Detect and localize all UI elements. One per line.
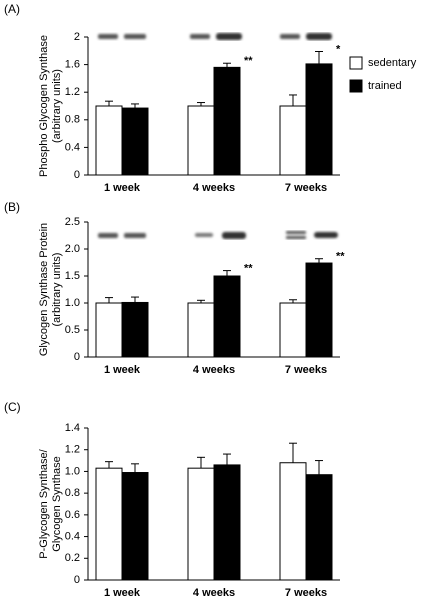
y-tick-label: 0: [74, 351, 80, 363]
x-tick-label: 7 weeks: [285, 587, 327, 599]
bar: [213, 66, 241, 176]
y-axis-label: Phospho Glycogen Synthase: [38, 35, 50, 177]
panel-label: (B): [4, 200, 20, 214]
y-axis-label: (arbitrary units): [51, 253, 63, 327]
y-tick-label: 0: [74, 574, 80, 586]
y-tick-label: 1.2: [65, 444, 80, 456]
blot-b: [98, 231, 338, 239]
significance: **: [244, 55, 253, 67]
bar: [305, 262, 333, 358]
bar: [213, 464, 241, 581]
legend-swatch: [349, 79, 363, 93]
bar: [95, 302, 123, 358]
legend-label: sedentary: [368, 57, 417, 69]
panel-label: (C): [4, 400, 21, 414]
x-tick-label: 1 week: [104, 364, 141, 376]
bar: [121, 301, 149, 358]
legend-label: trained: [368, 80, 402, 92]
y-tick-label: 0.2: [65, 552, 80, 564]
y-tick-label: 2: [74, 31, 80, 43]
y-tick-label: 2.0: [65, 243, 80, 255]
bar: [187, 105, 215, 176]
bar: [279, 105, 307, 176]
y-axis-label: Glycogen Synthase Protein: [38, 223, 50, 356]
bar: [305, 63, 333, 176]
y-tick-label: 0.5: [65, 324, 80, 336]
y-tick-label: 2.5: [65, 216, 80, 228]
y-axis-label: (arbitrary units): [51, 69, 63, 143]
y-tick-label: 1.0: [65, 465, 80, 477]
bar: [95, 105, 123, 176]
y-tick-label: 0.4: [65, 530, 80, 542]
bar: [95, 467, 123, 581]
y-tick-label: 1.5: [65, 270, 80, 282]
bar: [279, 302, 307, 358]
x-tick-label: 4 weeks: [193, 364, 235, 376]
y-tick-label: 1.4: [65, 422, 80, 434]
blot-a: [98, 33, 332, 40]
y-tick-label: 0.8: [65, 114, 80, 126]
y-axis-label: P-Glycogen Synthase/: [38, 448, 50, 558]
y-tick-label: 0.4: [65, 141, 80, 153]
bar: [187, 302, 215, 358]
y-axis-label: Glycogen Synthase: [51, 456, 63, 551]
significance: *: [336, 43, 341, 55]
bar: [305, 474, 333, 581]
panel-label: (A): [4, 2, 20, 16]
bar: [121, 107, 149, 176]
legend-swatch: [349, 56, 363, 70]
x-tick-label: 1 week: [104, 587, 141, 599]
bar: [187, 467, 215, 581]
x-tick-label: 7 weeks: [285, 364, 327, 376]
y-tick-label: 1.0: [65, 297, 80, 309]
x-tick-label: 4 weeks: [193, 587, 235, 599]
bar: [121, 472, 149, 581]
y-tick-label: 1.6: [65, 59, 80, 71]
bar: [279, 462, 307, 581]
significance: **: [336, 251, 345, 263]
y-tick-label: 1.2: [65, 86, 80, 98]
x-tick-label: 1 week: [104, 182, 141, 194]
y-tick-label: 0.6: [65, 509, 80, 521]
y-tick-label: 0: [74, 169, 80, 181]
y-tick-label: 0.8: [65, 487, 80, 499]
bar: [213, 275, 241, 358]
x-tick-label: 4 weeks: [193, 182, 235, 194]
significance: **: [244, 263, 253, 275]
x-tick-label: 7 weeks: [285, 182, 327, 194]
